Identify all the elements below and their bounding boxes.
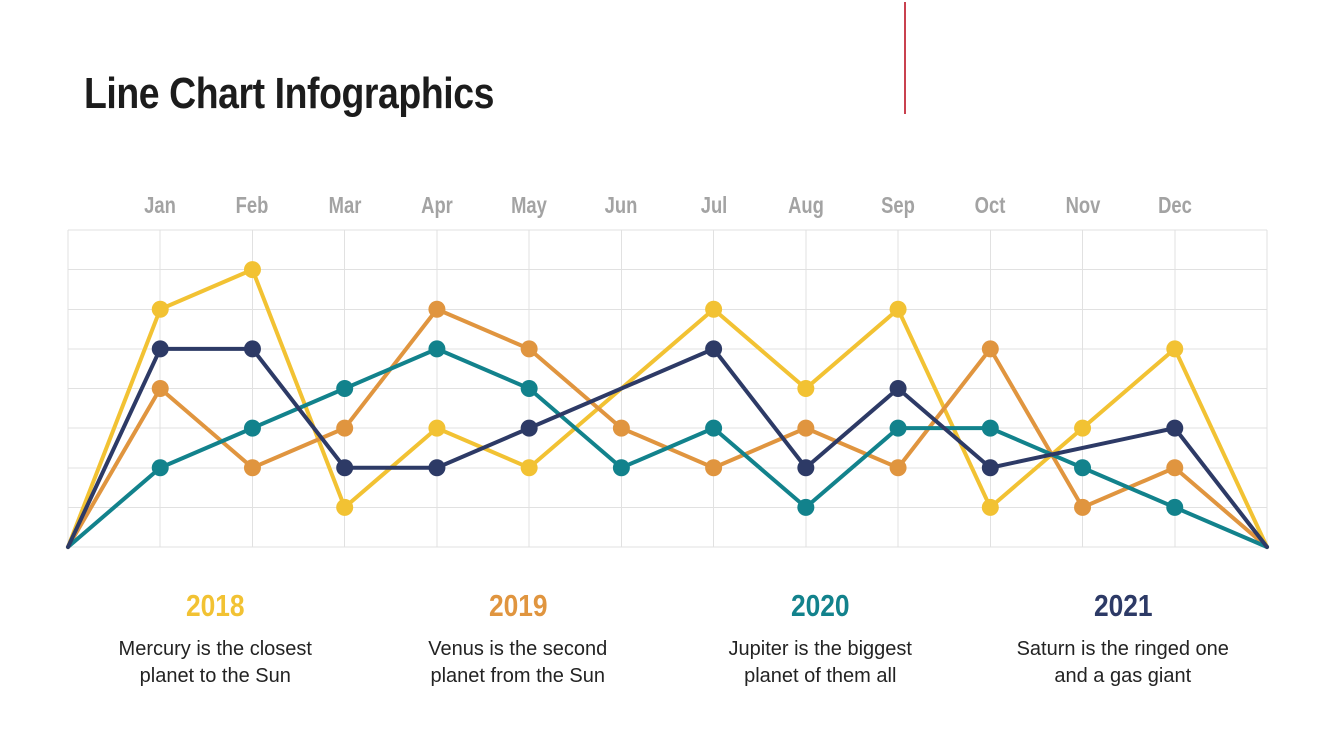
month-label-sep: Sep [881,192,915,218]
legend-year: 2019 [488,588,548,623]
data-point-2019 [428,300,446,318]
month-label-may: May [511,192,548,218]
legend-description: Jupiter is the biggest planet of them al… [728,638,912,687]
data-point-2020 [1166,498,1184,516]
month-label-dec: Dec [1157,192,1192,218]
data-point-2019 [705,459,723,477]
data-point-2021 [428,459,446,477]
data-point-2019 [1074,498,1092,516]
month-label-jul: Jul [700,192,727,218]
data-point-2018 [981,498,999,516]
line-chart [66,229,1269,549]
data-point-2020 [1074,459,1092,477]
data-point-2021 [889,380,907,397]
month-label-nov: Nov [1065,192,1100,218]
data-point-2019 [336,419,354,437]
data-point-2021 [336,459,354,477]
data-point-2018 [1074,419,1092,437]
data-point-2021 [1166,419,1184,437]
legend: 2018 Mercury is the closest planet to th… [64,590,1274,690]
data-point-2020 [981,419,999,437]
data-point-2019 [889,459,907,477]
data-point-2020 [889,419,907,437]
data-point-2020 [705,419,723,437]
data-point-2019 [981,340,999,358]
legend-item-2019: 2019 Venus is the second planet from the… [367,590,670,690]
chart-grid [67,229,1268,548]
data-point-2021 [243,340,261,358]
legend-description: Venus is the second planet from the Sun [428,638,608,687]
data-point-2019 [151,380,169,397]
legend-item-2020: 2020 Jupiter is the biggest planet of th… [669,590,972,690]
data-point-2020 [336,380,354,397]
data-point-2018 [428,419,446,437]
month-label-jan: Jan [144,192,177,218]
legend-description: Saturn is the ringed one and a gas giant [1016,638,1229,687]
data-point-2019 [797,419,815,437]
legend-year: 2018 [185,588,245,623]
data-point-2018 [243,261,261,279]
series-line-2021 [66,346,1269,549]
legend-year: 2021 [1093,588,1153,623]
data-point-2018 [705,300,723,318]
legend-item-2018: 2018 Mercury is the closest planet to th… [64,590,367,690]
legend-item-2021: 2021 Saturn is the ringed one and a gas … [972,590,1275,690]
data-point-2021 [705,340,723,358]
data-point-2018 [151,300,169,318]
data-point-2018 [797,380,815,397]
data-point-2020 [797,498,815,516]
data-point-2020 [520,380,538,397]
data-point-2019 [243,459,261,477]
month-label-mar: Mar [328,192,362,218]
month-label-oct: Oct [974,192,1006,218]
data-point-2019 [520,340,538,358]
data-point-2020 [151,459,169,477]
data-point-2020 [428,340,446,358]
data-point-2018 [520,459,538,477]
data-point-2019 [612,419,630,437]
month-label-feb: Feb [236,192,269,218]
data-point-2019 [1166,459,1184,477]
data-point-2021 [797,459,815,477]
series-line-2020 [66,346,1269,549]
data-point-2018 [889,300,907,318]
data-point-2021 [981,459,999,477]
month-label-aug: Aug [787,192,824,218]
red-annotation-line [904,2,906,114]
page-title: Line Chart Infographics [84,69,494,118]
month-label-apr: Apr [421,192,453,218]
data-point-2020 [612,459,630,477]
legend-description: Mercury is the closest planet to the Sun [118,638,312,687]
month-label-jun: Jun [605,192,638,218]
data-point-2018 [336,498,354,516]
data-point-2018 [1166,340,1184,358]
data-point-2021 [520,419,538,437]
legend-year: 2020 [790,588,850,623]
data-point-2021 [151,340,169,358]
data-point-2020 [243,419,261,437]
